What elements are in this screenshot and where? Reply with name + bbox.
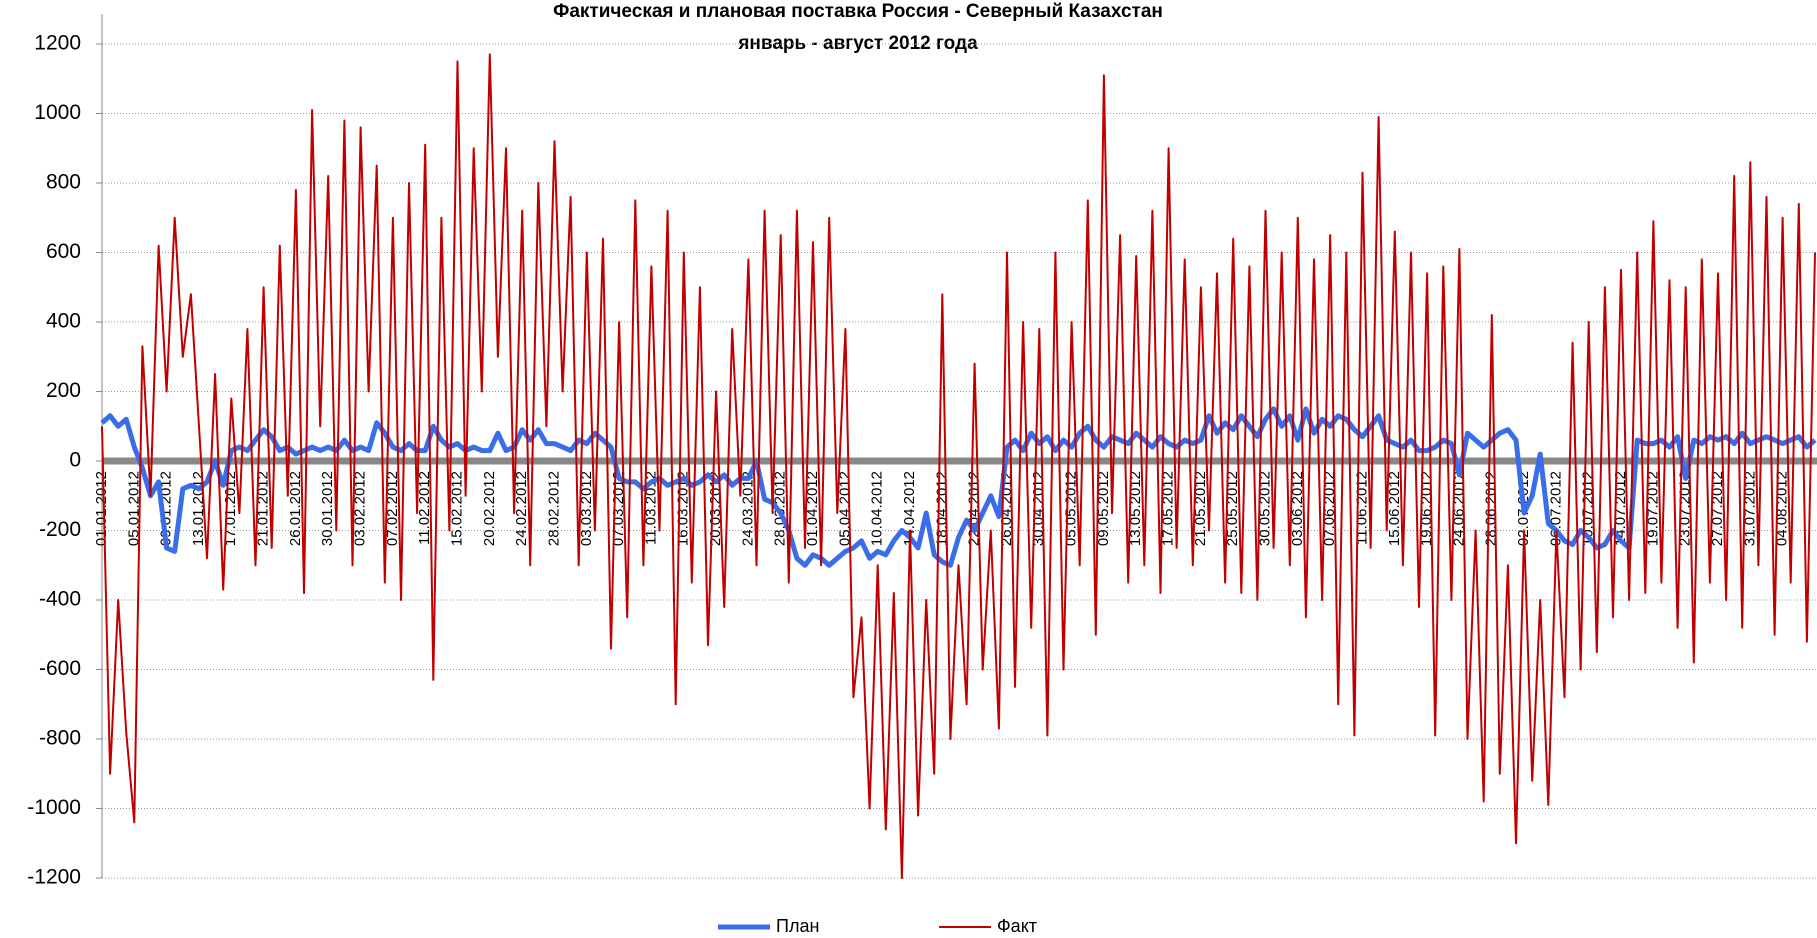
x-tick-label: 14.04.2012: [901, 471, 918, 546]
chart-title: Фактическая и плановая поставка Россия -…: [553, 1, 1163, 22]
y-tick-label: 0: [69, 449, 81, 472]
y-tick-label: 1200: [34, 32, 81, 55]
x-tick-label: 11.02.2012: [416, 471, 433, 545]
x-tick-label: 28.06.2012: [1483, 471, 1500, 546]
y-tick-label: 600: [46, 240, 81, 263]
y-tick-label: -400: [39, 588, 81, 611]
x-tick-label: 15.02.2012: [448, 471, 465, 546]
x-tick-label: 07.02.2012: [384, 471, 401, 546]
y-tick-label: -200: [39, 518, 81, 541]
x-tick-label: 17.05.2012: [1160, 471, 1177, 546]
x-tick-label: 21.01.2012: [255, 471, 272, 546]
y-tick-label: 200: [46, 379, 81, 402]
x-tick-label: 30.05.2012: [1256, 471, 1273, 546]
x-tick-label: 24.02.2012: [513, 471, 530, 546]
x-tick-label: 01.04.2012: [804, 471, 821, 546]
y-tick-label: 400: [46, 310, 81, 333]
x-tick-label: 25.05.2012: [1224, 471, 1241, 546]
x-tick-label: 05.01.2012: [125, 471, 142, 546]
x-tick-label: 10.04.2012: [869, 471, 886, 546]
x-tick-label: 26.01.2012: [287, 471, 304, 546]
x-tick-label: 03.02.2012: [352, 471, 369, 546]
x-tick-label: 21.05.2012: [1192, 471, 1209, 546]
x-tick-label: 19.07.2012: [1644, 471, 1661, 546]
y-tick-label: 1000: [34, 101, 81, 124]
legend-label: Факт: [997, 916, 1037, 936]
y-tick-label: -1200: [27, 866, 81, 889]
x-tick-label: 11.06.2012: [1353, 471, 1370, 545]
y-tick-label: -1000: [27, 796, 81, 819]
x-tick-label: 11.03.2012: [642, 471, 659, 545]
x-tick-label: 20.02.2012: [481, 471, 498, 546]
x-tick-label: 15.06.2012: [1386, 471, 1403, 546]
x-tick-label: 09.05.2012: [1095, 471, 1112, 546]
x-tick-label: 18.04.2012: [933, 471, 950, 546]
x-tick-label: 28.02.2012: [545, 471, 562, 546]
x-tick-label: 30.01.2012: [319, 471, 336, 546]
legend-label: План: [776, 916, 819, 936]
x-tick-label: 01.01.2012: [93, 471, 110, 546]
y-tick-label: -800: [39, 727, 81, 750]
x-tick-label: 03.03.2012: [578, 471, 595, 546]
line-1: [101, 53, 1816, 879]
y-tick-label: -600: [39, 657, 81, 680]
y-tick-label: 800: [46, 171, 81, 194]
x-tick-label: 03.06.2012: [1289, 471, 1306, 546]
chart-subtitle: январь - август 2012 года: [737, 33, 978, 54]
x-tick-label: 24.03.2012: [739, 471, 756, 546]
